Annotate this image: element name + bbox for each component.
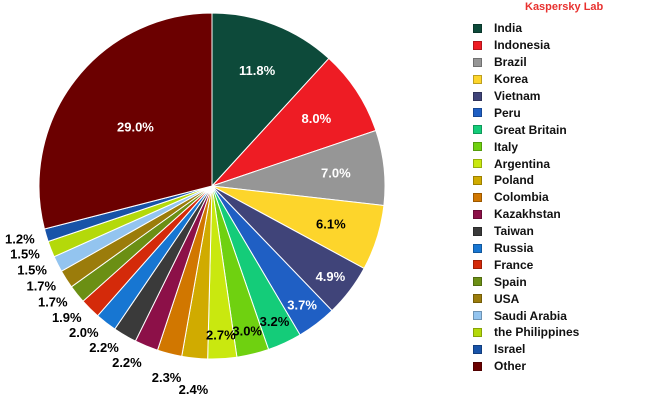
legend-item: Great Britain — [473, 121, 579, 138]
legend-item: Kazakhstan — [473, 206, 579, 223]
slice-value-label: 7.0% — [321, 166, 351, 181]
slice-value-label: 1.9% — [52, 310, 82, 325]
slice-value-label: 1.7% — [38, 295, 68, 310]
legend-swatch — [473, 361, 482, 371]
legend-item: USA — [473, 290, 579, 307]
legend-item: Korea — [473, 71, 579, 88]
legend-swatch — [473, 277, 482, 287]
pie-labels: 11.8% 8.0% 7.0% 6.1% 4.9% 3.7% 3.2%3.0%2.7% 2.4… — [5, 63, 351, 397]
legend-label: Other — [494, 359, 527, 374]
slice-value-label: 29.0% — [117, 120, 154, 135]
slice-value-label: 2.4% — [179, 382, 209, 397]
legend-item: Brazil — [473, 54, 579, 71]
legend-label: Korea — [494, 72, 529, 87]
legend-item: Taiwan — [473, 223, 579, 240]
legend-swatch — [473, 260, 482, 270]
legend-label: Great Britain — [494, 122, 567, 137]
legend-label: Taiwan — [494, 224, 534, 239]
legend-swatch — [473, 23, 482, 33]
legend-swatch — [473, 294, 482, 304]
legend-item: Italy — [473, 138, 579, 155]
legend-swatch — [473, 159, 482, 169]
legend-label: USA — [494, 291, 520, 306]
legend-item: Poland — [473, 172, 579, 189]
legend-label: Saudi Arabia — [494, 308, 567, 323]
legend-swatch — [473, 175, 482, 185]
legend-label: Kazakhstan — [494, 207, 561, 222]
legend-item: India — [473, 20, 579, 37]
slice-value-label: 2.2% — [112, 355, 142, 370]
slice-value-label: 11.8% — [239, 63, 276, 78]
pie-slice-india — [211, 12, 330, 188]
slice-value-label: 3.0% — [232, 324, 262, 339]
legend-label: Poland — [494, 173, 535, 188]
legend-swatch — [473, 108, 482, 118]
legend-item: Peru — [473, 104, 579, 121]
legend-label: France — [494, 257, 534, 272]
legend-item: the Philippines — [473, 324, 579, 341]
legend-label: Peru — [494, 105, 521, 120]
legend-swatch — [473, 226, 482, 236]
legend-swatch — [473, 344, 482, 354]
legend-swatch — [473, 40, 482, 50]
legend-swatch — [473, 142, 482, 152]
slice-value-label: 2.0% — [69, 325, 99, 340]
legend-item: Indonesia — [473, 37, 579, 54]
slice-value-label: 8.0% — [302, 111, 332, 126]
slice-value-label: 2.2% — [89, 340, 119, 355]
slice-value-label: 3.2% — [260, 314, 290, 329]
legend-swatch — [473, 125, 482, 135]
slice-value-label: 2.7% — [206, 328, 236, 343]
pie-slices — [38, 12, 386, 360]
slice-value-label: 1.5% — [10, 247, 40, 262]
slice-value-label: 6.1% — [316, 216, 346, 231]
legend-label: the Philippines — [494, 325, 580, 340]
legend-swatch — [473, 209, 482, 219]
legend-label: Argentina — [494, 156, 551, 171]
legend-swatch — [473, 311, 482, 321]
watermark-text: Kaspersky Lab — [525, 1, 604, 13]
legend-label: Spain — [494, 274, 527, 289]
slice-value-label: 3.7% — [287, 297, 317, 312]
legend-swatch — [473, 192, 482, 202]
legend-swatch — [473, 327, 482, 337]
pie-slice-other — [38, 12, 213, 230]
legend-swatch — [473, 243, 482, 253]
legend-label: Brazil — [494, 55, 527, 70]
legend-item: Russia — [473, 240, 579, 257]
slice-value-label: 2.3% — [152, 370, 182, 385]
legend-item: Israel — [473, 341, 579, 358]
legend-label: Italy — [494, 139, 519, 154]
legend-item: Vietnam — [473, 88, 579, 105]
legend-label: Vietnam — [494, 89, 541, 103]
legend-item: Colombia — [473, 189, 579, 206]
legend-label: Israel — [494, 342, 526, 357]
slice-value-label: 1.5% — [17, 262, 47, 277]
legend-label: Indonesia — [494, 38, 551, 53]
legend-label: India — [494, 21, 523, 36]
legend-item: Other — [473, 358, 579, 375]
slice-value-label: 4.9% — [316, 269, 346, 284]
legend-label: Colombia — [494, 190, 549, 205]
legend-label: Russia — [494, 241, 534, 256]
legend-swatch — [473, 57, 482, 67]
slice-value-label: 1.7% — [26, 279, 56, 294]
legend-item: Saudi Arabia — [473, 307, 579, 324]
legend-item: France — [473, 256, 579, 273]
slice-value-label: 1.2% — [5, 232, 35, 247]
legend-item: Argentina — [473, 155, 579, 172]
legend-swatch — [473, 74, 482, 84]
legend: India Indonesia Brazil Korea Vietnam Peru Grea… — [473, 20, 579, 375]
legend-swatch — [473, 91, 482, 101]
legend-item: Spain — [473, 273, 579, 290]
